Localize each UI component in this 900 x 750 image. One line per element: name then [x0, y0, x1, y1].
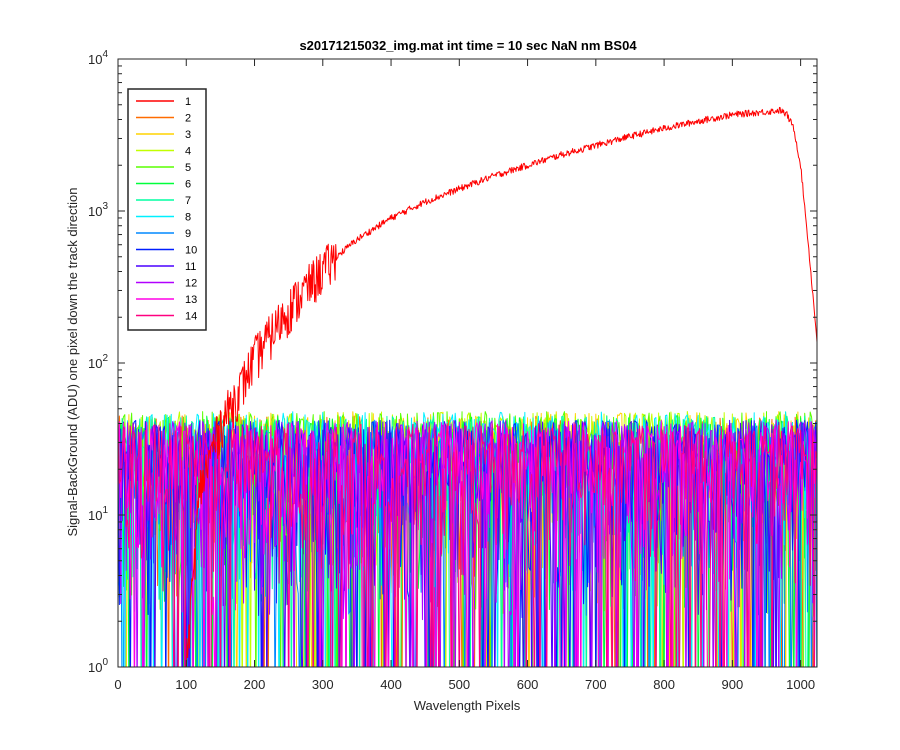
legend-label: 5 — [185, 162, 191, 174]
series-line-14 — [118, 423, 817, 667]
legend-label: 14 — [185, 311, 197, 323]
legend-label: 4 — [185, 146, 191, 158]
legend-box — [127, 88, 207, 331]
x-tick-label: 100 — [175, 677, 197, 692]
legend-label: 8 — [185, 212, 191, 224]
series-layer — [118, 106, 817, 667]
x-axis-label: Wavelength Pixels — [414, 698, 521, 713]
x-tick-label: 200 — [244, 677, 266, 692]
series-line-1 — [186, 106, 817, 667]
legend-label: 2 — [185, 113, 191, 125]
x-tick-label: 300 — [312, 677, 334, 692]
y-tick-label: 103 — [88, 201, 108, 219]
y-tick-label: 100 — [88, 657, 108, 675]
x-tick-label: 400 — [380, 677, 402, 692]
legend-label: 13 — [185, 294, 197, 306]
x-tick-label: 600 — [517, 677, 539, 692]
legend-label: 11 — [185, 261, 196, 273]
y-tick-label: 104 — [88, 49, 108, 67]
legend-label: 3 — [185, 129, 191, 141]
legend-label: 12 — [185, 278, 197, 290]
x-tick-label: 900 — [722, 677, 744, 692]
legend-label: 9 — [185, 228, 191, 240]
x-tick-label: 1000 — [786, 677, 815, 692]
legend-label: 10 — [185, 245, 197, 257]
y-tick-label: 102 — [88, 353, 108, 371]
x-axis: 0 100 200 300 400 500 600 700 800 900 1000 — [114, 59, 815, 692]
legend-label: 6 — [185, 179, 191, 191]
y-tick-label: 101 — [88, 505, 108, 523]
legend-label: 1 — [185, 96, 191, 108]
plot-area: 0 100 200 300 400 500 600 700 800 900 1000 1001011… — [88, 49, 818, 692]
x-tick-label: 800 — [653, 677, 675, 692]
series-line-13 — [118, 420, 817, 667]
legend-label: 7 — [185, 195, 191, 207]
x-tick-label: 0 — [114, 677, 121, 692]
x-tick-label: 700 — [585, 677, 607, 692]
x-tick-label: 500 — [448, 677, 470, 692]
chart-title: s20171215032_img.mat int time = 10 sec N… — [299, 38, 637, 53]
y-axis-label: Signal-BackGround (ADU) one pixel down t… — [65, 187, 80, 536]
